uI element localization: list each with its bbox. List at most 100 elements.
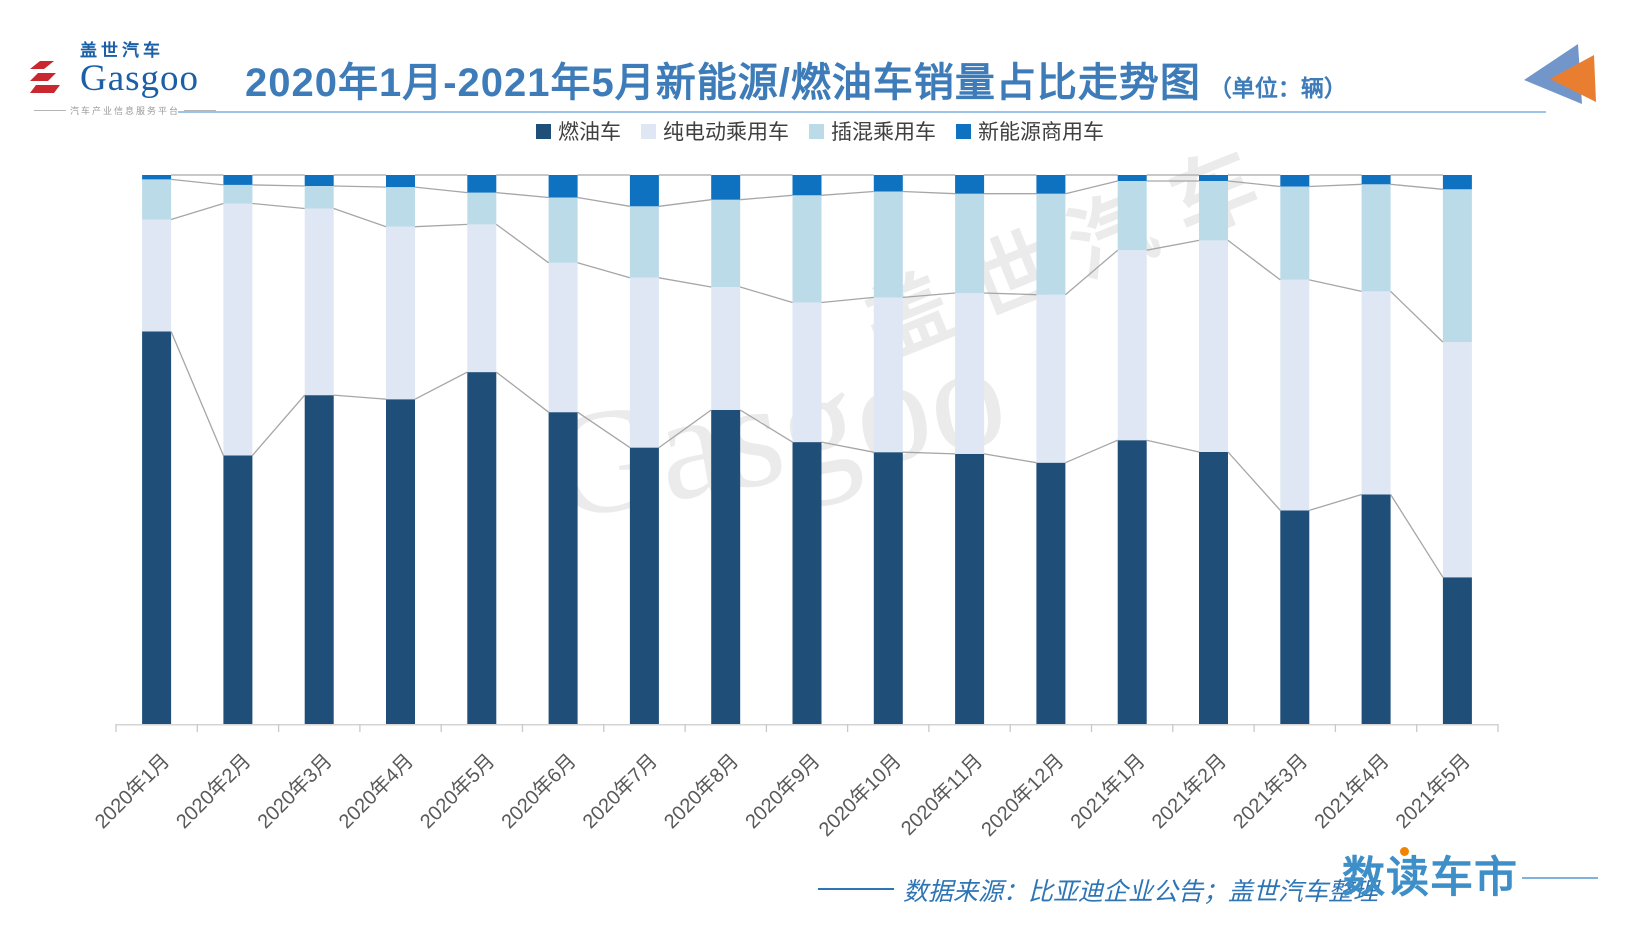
bar-segment <box>792 195 822 303</box>
series-connector-line <box>333 394 387 400</box>
series-connector-line <box>1064 249 1119 296</box>
bar-segment <box>548 197 578 263</box>
brand-orange-dot-icon <box>1400 847 1409 856</box>
bar-segment <box>629 175 659 207</box>
series-connector-line <box>1227 180 1281 188</box>
legend-label: 纯电动乘用车 <box>663 121 789 144</box>
watermark-gasgoo: Gasgoo <box>537 309 1017 552</box>
series-connector-line <box>740 194 793 201</box>
series-connector-line <box>252 202 305 210</box>
series-connector-line <box>1309 493 1362 512</box>
legend-swatch-icon <box>536 123 551 139</box>
bar-segment <box>386 175 415 188</box>
bar-segment <box>223 203 253 456</box>
series-connector-line <box>1065 439 1118 464</box>
bar-segment <box>792 442 822 724</box>
bar-segment <box>142 219 172 332</box>
bar-segment <box>386 399 415 724</box>
bar-segment <box>792 175 822 196</box>
series-connector-line <box>171 178 224 186</box>
logo-chinese-name: 盖世汽车 <box>80 41 164 60</box>
bar-segment <box>1036 175 1066 194</box>
x-axis-label: 2021年3月 <box>1228 749 1312 833</box>
x-axis-label: 2020年1月 <box>90 749 174 833</box>
bar-segment <box>955 193 985 294</box>
series-connector-line <box>577 411 631 449</box>
x-axis-label: 2020年5月 <box>415 749 499 833</box>
series-connector-line <box>495 223 549 264</box>
gasgoo-logo: 盖世汽车 Gasgoo 汽车产业信息服务平台 <box>30 42 220 137</box>
bar-segment <box>1361 184 1391 292</box>
bar-segment <box>711 199 741 287</box>
legend-item-0: 燃油车 <box>536 116 621 146</box>
bar-segment <box>629 206 659 278</box>
bar-segment <box>467 372 497 724</box>
bar-segment <box>1117 440 1147 724</box>
bar-segment <box>1199 452 1228 724</box>
bar-segment <box>223 455 253 724</box>
bar-segment <box>1442 189 1472 343</box>
corner-triangles-icon <box>1524 44 1596 104</box>
footer-right-rule <box>1522 877 1598 879</box>
series-connector-line <box>1309 279 1362 293</box>
x-axis-label: 2020年7月 <box>578 749 662 833</box>
bar-segment <box>1442 577 1472 724</box>
bar-segment <box>304 175 334 186</box>
logo-tagline: 汽车产业信息服务平台 <box>30 104 220 117</box>
series-connector-line <box>1227 451 1281 511</box>
series-connector-line <box>577 262 631 279</box>
series-connector-line <box>902 451 956 455</box>
series-connector-line <box>1146 239 1200 251</box>
x-axis-label: 2021年5月 <box>1391 749 1475 833</box>
bar-segment <box>223 175 253 185</box>
legend-label: 插混乘用车 <box>831 121 936 144</box>
x-axis-label: 2020年2月 <box>172 749 256 833</box>
legend-swatch-icon <box>956 123 971 139</box>
bar-segment <box>142 175 172 180</box>
series-connector-line <box>902 190 956 195</box>
bar-segment <box>304 208 334 396</box>
x-axis-label: 2020年3月 <box>253 749 337 833</box>
x-axis-label: 2021年1月 <box>1066 749 1150 833</box>
bar-segment <box>711 175 741 200</box>
bar-segment <box>1199 175 1228 181</box>
series-connector-line <box>821 441 874 453</box>
series-connector-line <box>495 371 549 413</box>
bar-segment <box>1036 294 1066 463</box>
page-title: 2020年1月-2021年5月新能源/燃油车销量占比走势图 （单位：辆） <box>245 50 1347 108</box>
series-connector-line <box>333 185 387 188</box>
series-connector-line <box>739 409 793 443</box>
bar-segment <box>955 293 985 454</box>
logo-english-name: Gasgoo <box>80 58 200 99</box>
bar-segment <box>1361 175 1391 185</box>
series-connector-line <box>658 277 712 288</box>
bar-segment <box>1117 175 1147 181</box>
bar-segment <box>1442 175 1472 190</box>
bar-segment <box>1117 250 1147 441</box>
bar-segment <box>711 287 741 410</box>
x-axis-label: 2020年10月 <box>814 749 906 841</box>
series-connector-line <box>414 186 468 194</box>
bar-segment <box>1199 181 1228 241</box>
legend-item-1: 纯电动乘用车 <box>641 116 789 146</box>
series-connector-line <box>983 453 1037 464</box>
page-title-text: 2020年1月-2021年5月新能源/燃油车销量占比走势图 <box>245 61 1201 105</box>
bar-segment <box>1280 510 1310 724</box>
series-connector-line <box>577 196 631 207</box>
series-connector-line <box>902 292 956 299</box>
series-connector-line <box>496 191 549 199</box>
series-connector-line <box>170 331 224 456</box>
series-connector-line <box>414 371 468 400</box>
series-connector-line <box>1227 239 1281 281</box>
gasgoo-logo-stripes-icon <box>30 61 60 93</box>
bar-segment <box>629 447 659 724</box>
bar-segment <box>1361 494 1391 724</box>
x-axis-label: 2020年12月 <box>977 749 1069 841</box>
bar-segment <box>223 184 253 204</box>
bar-segment <box>792 302 822 443</box>
x-axis-label: 2020年11月 <box>896 749 987 840</box>
bar-segment <box>142 331 172 724</box>
bar-segment <box>873 191 903 298</box>
bar-segment <box>304 186 334 209</box>
